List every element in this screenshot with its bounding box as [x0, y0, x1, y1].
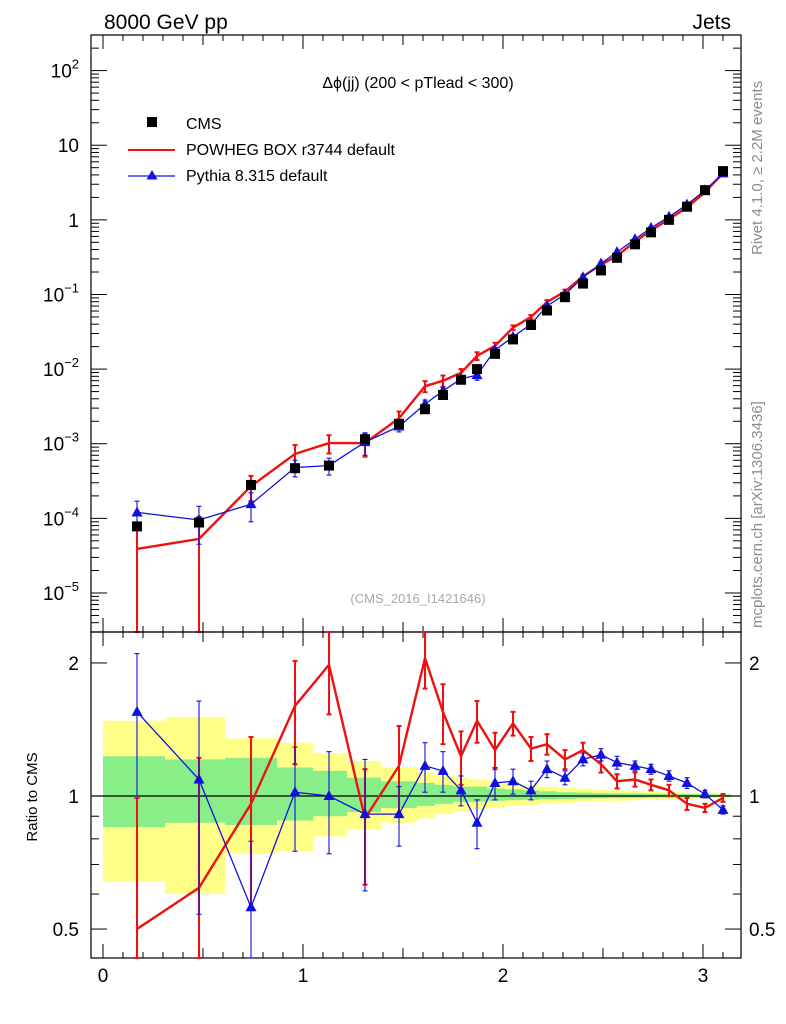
pythia-ratio-marker — [193, 773, 205, 784]
x-tick-label: 3 — [698, 966, 709, 987]
cms-data-point — [646, 227, 656, 238]
pythia-ratio-marker — [359, 808, 371, 819]
chart-title: Δϕ(jj) (200 < pTlead < 300) — [322, 75, 513, 92]
pythia-ratio-marker — [629, 759, 641, 770]
pythia-ratio-marker — [717, 803, 729, 814]
cms-data-point — [324, 460, 334, 471]
pythia-ratio-marker — [559, 771, 571, 782]
cms-data-point — [560, 292, 570, 303]
y-tick-label: 1 — [68, 211, 79, 232]
cms-data-point — [630, 239, 640, 250]
cms-data-point — [472, 364, 482, 375]
main-panel: 10−5 10−4 10−3 10−2 10−1 1 10 102 — [43, 34, 742, 634]
cms-data-point — [290, 463, 300, 474]
pythia-marker — [471, 369, 483, 380]
cms-data-point — [394, 418, 404, 429]
pythia-ratio-marker — [289, 786, 301, 797]
analysis-watermark: (CMS_2016_I1421646) — [350, 591, 485, 606]
pythia-ratio-marker — [455, 784, 467, 795]
pythia-ratio-marker — [471, 816, 483, 827]
pythia-marker — [131, 506, 143, 517]
rivet-label: Rivet 4.1.0, ≥ 2.2M events — [749, 81, 766, 255]
cms-data-point — [682, 201, 692, 212]
pythia-ratio-marker — [681, 777, 693, 788]
energy-label: 8000 GeV pp — [104, 11, 228, 34]
cms-data-point — [246, 479, 256, 490]
band-inner-segment — [521, 790, 539, 800]
band-inner-segment — [539, 791, 557, 800]
pythia-ratio-marker — [595, 748, 607, 759]
cms-data-point — [578, 278, 588, 289]
ratio-y-tick-label: 0.5 — [53, 920, 79, 941]
legend-pythia-marker — [146, 170, 158, 180]
x-tick-label: 1 — [298, 966, 309, 987]
pythia-ratio-marker — [699, 788, 711, 799]
legend-powheg-label: POWHEG BOX r3744 default — [186, 142, 396, 159]
cms-data-point — [542, 305, 552, 316]
band-inner-segment — [103, 756, 165, 828]
cms-data-point — [490, 348, 500, 359]
y-tick-label: 10−3 — [43, 430, 79, 456]
band-inner-segment — [165, 759, 225, 823]
pythia-ratio-marker — [663, 769, 675, 780]
ratio-panel: 0 1 2 3 0.5 0.5 1 1 2 2 — [53, 630, 775, 987]
ratio-frame — [90, 631, 742, 959]
ratio-y-tick-label: 2 — [68, 654, 79, 675]
y-tick-label: 10−5 — [43, 579, 79, 605]
band-inner-segment — [469, 786, 487, 802]
cms-data-point — [612, 252, 622, 263]
ratio-axis-label: Ratio to CMS — [24, 752, 41, 841]
cms-data-point — [664, 214, 674, 225]
pythia-ratio-marker — [489, 777, 501, 788]
cms-data-point — [132, 521, 142, 532]
pythia-ratio-marker — [131, 705, 143, 716]
y-tick-label: 10−4 — [43, 504, 79, 530]
y-tick-label: 10 — [58, 136, 79, 157]
legend-cms-marker — [147, 117, 157, 127]
pythia-ratio-marker — [245, 901, 257, 912]
mcplots-label: mcplots.cern.ch [arXiv:1306.3436] — [749, 401, 766, 628]
cms-data-point — [360, 434, 370, 445]
pythia-ratio-marker — [541, 763, 553, 774]
band-inner-segment — [435, 784, 453, 804]
powheg-line — [136, 172, 724, 551]
cms-data-point — [718, 166, 728, 177]
y-tick-label: 102 — [51, 57, 79, 83]
y-tick-label: 10−1 — [43, 280, 79, 306]
pythia-ratio-marker — [645, 763, 657, 774]
cms-data-point — [526, 319, 536, 330]
pythia-ratio-marker — [419, 759, 431, 770]
pythia-ratio-marker — [525, 784, 537, 795]
pythia-ratio-marker — [437, 764, 449, 775]
category-label: Jets — [692, 11, 731, 34]
cms-data-point — [508, 334, 518, 345]
cms-data-point — [194, 517, 204, 528]
pythia-marker — [595, 257, 607, 268]
cms-data-point — [456, 374, 466, 385]
pythia-ratio-marker — [323, 790, 335, 801]
ratio-y-tick-label-right: 2 — [749, 654, 760, 675]
x-tick-label: 0 — [98, 966, 109, 987]
cms-data-point — [700, 185, 710, 196]
x-tick-label: 2 — [498, 966, 509, 987]
band-inner-segment — [417, 783, 435, 806]
pythia-ratio-marker — [577, 753, 589, 764]
cms-data-point — [438, 389, 448, 400]
band-inner-segment — [505, 789, 521, 801]
ratio-y-tick-label: 1 — [68, 787, 79, 808]
legend-pythia-label: Pythia 8.315 default — [186, 168, 328, 185]
pythia-ratio-marker — [507, 775, 519, 786]
pythia-line — [136, 172, 724, 521]
pythia-ratio-marker — [611, 756, 623, 767]
cms-data-point — [596, 265, 606, 276]
legend: CMS POWHEG BOX r3744 default Pythia 8.31… — [128, 116, 396, 185]
pythia-ratio-marker — [393, 808, 405, 819]
y-tick-label: 10−2 — [43, 355, 79, 381]
ratio-y-tick-label-right: 1 — [749, 787, 760, 808]
cms-data-point — [420, 404, 430, 415]
pythia-marker — [245, 498, 257, 509]
legend-cms-label: CMS — [186, 116, 222, 133]
ratio-y-tick-label-right: 0.5 — [749, 920, 775, 941]
